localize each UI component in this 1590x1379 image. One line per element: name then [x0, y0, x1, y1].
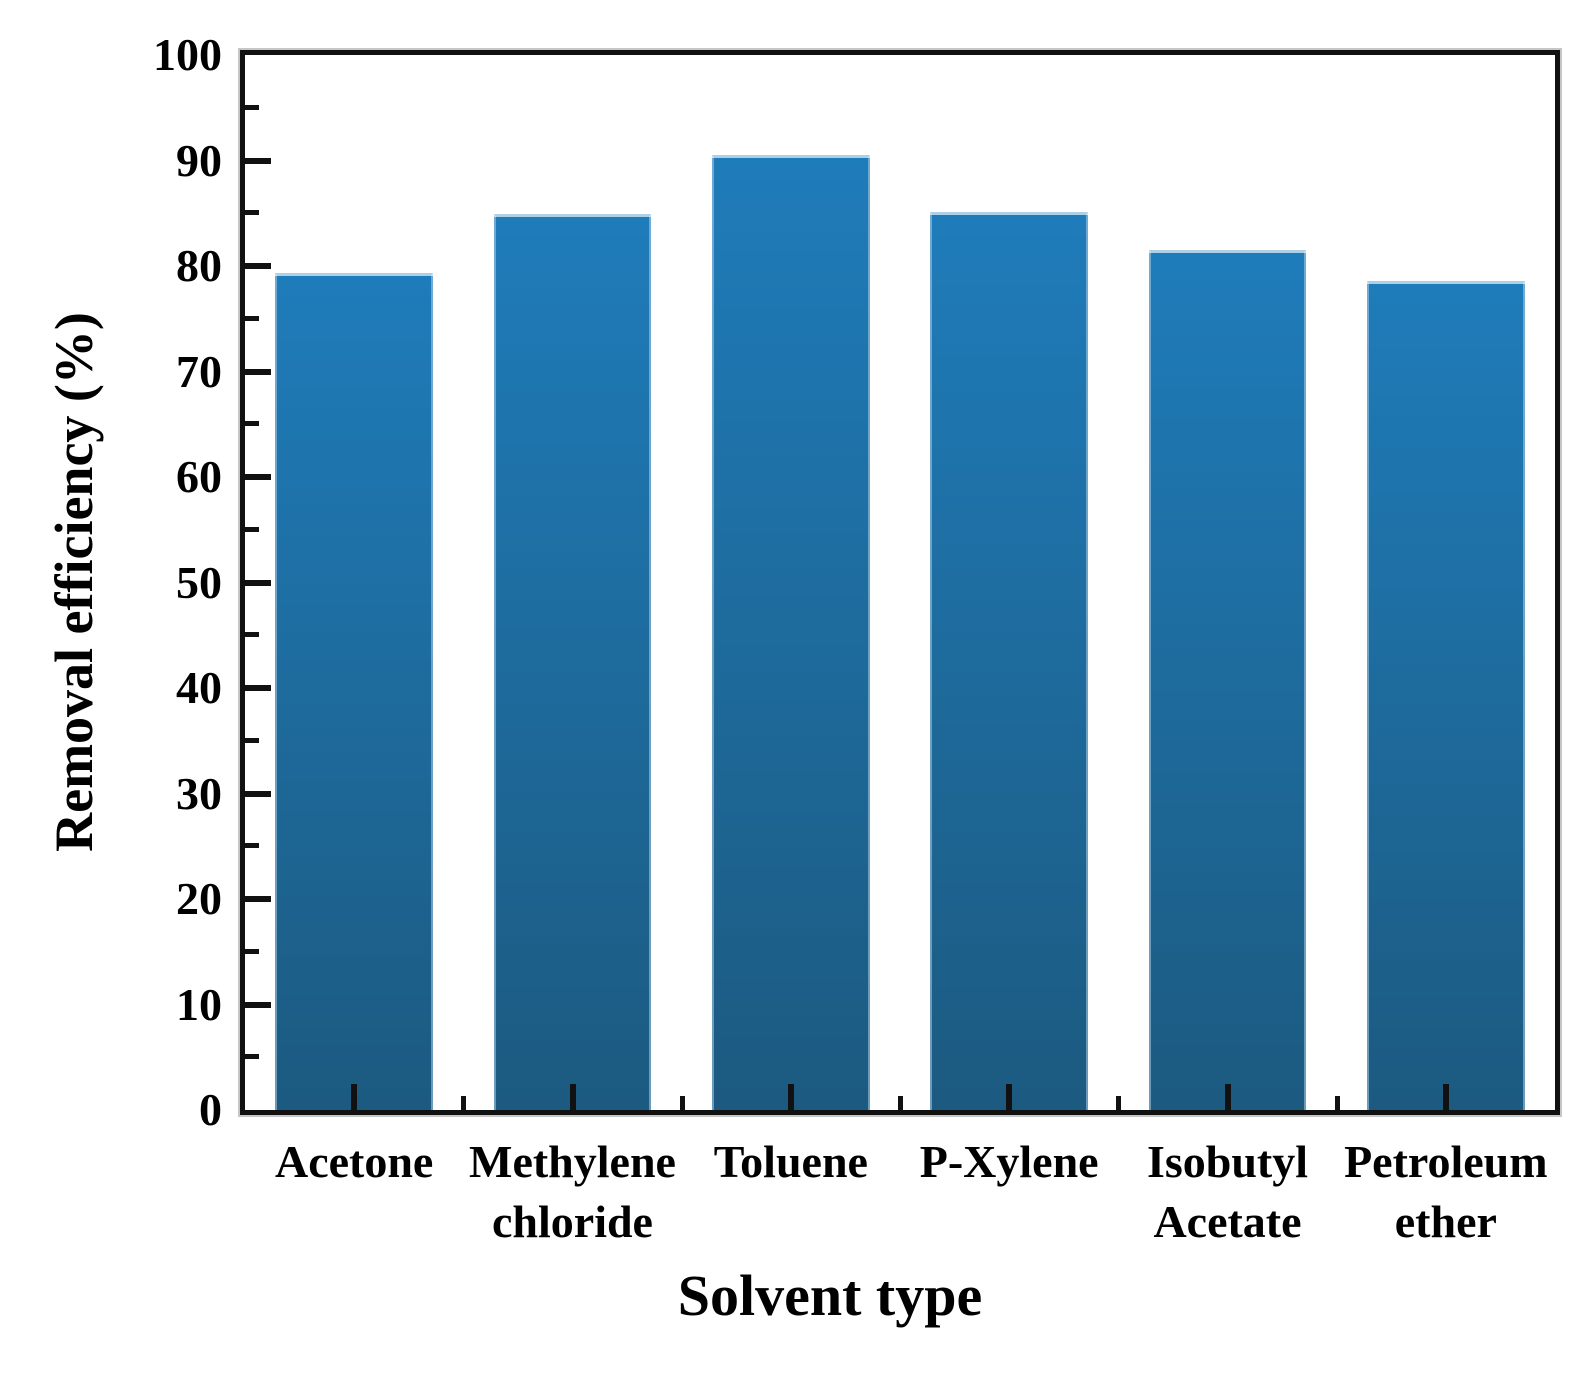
y-tick-label-70: 70 [176, 345, 222, 397]
y-tick-label-40: 40 [176, 662, 222, 713]
bar-acetone [275, 273, 434, 1110]
bar-methylene-chloride [493, 214, 652, 1110]
bar-petroleum-ether [1366, 280, 1525, 1110]
x-major-tick [351, 1084, 358, 1110]
y-minor-tick [245, 526, 259, 532]
x-axis-title: Solvent type [677, 1263, 983, 1328]
y-minor-tick [245, 315, 259, 321]
x-minor-tick [1116, 1096, 1122, 1110]
x-category-label-p-xylene: P-Xylene [919, 1136, 1099, 1187]
x-category-label-acetone: Acetone [274, 1136, 434, 1187]
y-tick-label-50: 50 [176, 556, 222, 608]
x-major-tick [1006, 1084, 1013, 1110]
y-minor-tick [245, 1054, 259, 1060]
y-minor-tick [245, 421, 259, 427]
y-tick-label-80: 80 [176, 240, 222, 291]
x-minor-tick [679, 1096, 685, 1110]
x-major-tick [1224, 1084, 1231, 1110]
y-minor-tick [245, 948, 259, 954]
y-tick-label-60: 60 [176, 451, 222, 502]
x-category-label-methylene-chloride: Methylene chloride [469, 1136, 676, 1247]
y-major-tick [245, 790, 271, 797]
y-minor-tick [245, 843, 259, 849]
x-category-label-petroleum-ether: Petroleum ether [1344, 1136, 1548, 1247]
x-major-tick [787, 1084, 794, 1110]
x-category-label-isobutyl-acetate: Isobutyl Acetate [1146, 1136, 1309, 1247]
y-major-tick [245, 1001, 271, 1008]
y-tick-label-30: 30 [176, 767, 222, 819]
y-major-tick [245, 685, 271, 691]
plot-area [240, 50, 1560, 1115]
y-minor-tick [245, 210, 259, 216]
y-major-tick [245, 157, 271, 164]
y-minor-tick [245, 632, 259, 638]
y-tick-label-100: 100 [153, 29, 222, 80]
y-minor-tick [245, 737, 259, 743]
x-major-tick [569, 1084, 576, 1110]
y-tick-label-10: 10 [176, 978, 222, 1030]
bar-toluene [711, 155, 870, 1110]
x-minor-tick [898, 1096, 903, 1110]
bar-isobutyl-acetate [1148, 250, 1307, 1110]
y-tick-label-90: 90 [176, 134, 222, 186]
x-category-label-toluene: Toluene [713, 1136, 868, 1187]
x-minor-tick [1334, 1096, 1340, 1110]
x-minor-tick [461, 1096, 467, 1110]
y-major-tick [245, 896, 271, 902]
bar-p-xylene [930, 212, 1089, 1110]
y-major-tick [245, 579, 271, 586]
plot-inner [245, 55, 1555, 1110]
y-major-tick [245, 368, 271, 375]
x-major-tick [1442, 1084, 1449, 1110]
y-tick-label-20: 20 [176, 873, 222, 924]
y-major-tick [245, 474, 271, 480]
y-tick-label-0: 0 [199, 1084, 222, 1135]
y-minor-tick [245, 104, 259, 110]
y-major-tick [245, 263, 271, 269]
